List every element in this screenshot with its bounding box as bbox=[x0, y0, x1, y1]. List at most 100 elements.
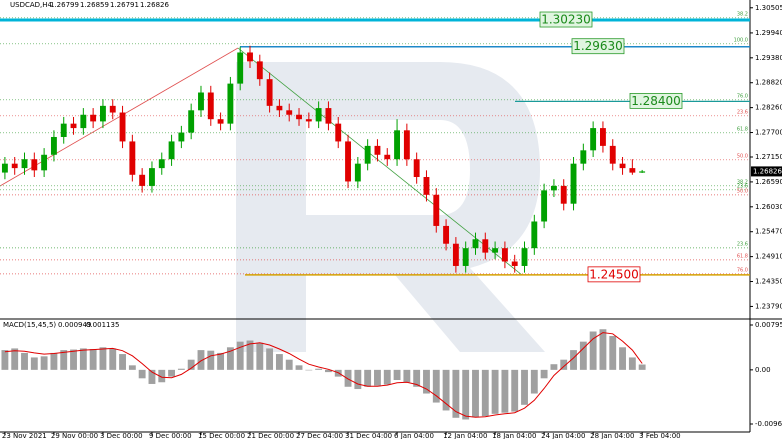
candle-body bbox=[41, 154, 48, 171]
candle-body bbox=[531, 221, 538, 249]
watermark bbox=[236, 62, 545, 352]
macd-bar bbox=[442, 369, 450, 411]
x-tick-label: 28 Jan 04:00 bbox=[590, 432, 634, 439]
x-tick-label: 31 Dec 04:00 bbox=[345, 432, 392, 439]
current-price-label: 1.26826 bbox=[753, 167, 782, 175]
candle-body bbox=[541, 190, 548, 222]
candle-body bbox=[247, 52, 253, 62]
candle-body bbox=[364, 145, 371, 164]
macd-bar bbox=[119, 354, 126, 370]
macd-bar bbox=[109, 348, 117, 370]
macd-bar bbox=[177, 368, 185, 370]
x-tick-label: 12 Jan 04:00 bbox=[443, 432, 487, 439]
candle-body bbox=[315, 108, 322, 122]
macd-bar bbox=[511, 369, 519, 412]
x-tick-label: 9 Dec 00:00 bbox=[149, 432, 192, 439]
macd-bar bbox=[70, 349, 77, 370]
candle-body bbox=[374, 145, 381, 155]
candle-body bbox=[149, 168, 155, 186]
y-tick-label: 1.27700 bbox=[755, 129, 782, 137]
candle-body bbox=[227, 83, 234, 124]
candle-body bbox=[119, 112, 126, 142]
macd-bar bbox=[128, 365, 136, 370]
candle-body bbox=[560, 185, 567, 204]
macd-bar bbox=[325, 369, 332, 373]
macd-bar bbox=[246, 340, 254, 370]
macd-bar bbox=[256, 342, 264, 370]
candle-body bbox=[590, 128, 597, 151]
candle-body bbox=[266, 79, 273, 106]
level-label: 1.29630 bbox=[573, 39, 623, 53]
candle-body bbox=[90, 114, 97, 122]
candle-body bbox=[462, 248, 469, 266]
candle-body bbox=[639, 171, 646, 173]
macd-bar bbox=[207, 350, 215, 370]
level-label-box bbox=[629, 93, 683, 109]
macd-bar bbox=[540, 369, 548, 379]
candle-body bbox=[129, 141, 136, 175]
candle-body bbox=[619, 163, 626, 169]
candle-body bbox=[158, 159, 165, 169]
fib-label: 23.6 bbox=[737, 183, 748, 189]
level-label-box bbox=[539, 11, 593, 28]
level-label: 1.24500 bbox=[589, 267, 639, 281]
macd-bar bbox=[393, 369, 401, 381]
fib-label: 61.8 bbox=[737, 126, 748, 132]
candle-body bbox=[354, 163, 361, 182]
candle-body bbox=[482, 239, 489, 253]
candle-body bbox=[492, 248, 499, 253]
candle-body bbox=[188, 110, 195, 133]
x-tick-label: 6 Jan 04:00 bbox=[394, 432, 434, 439]
fib-label: 100.0 bbox=[734, 37, 748, 43]
y-tick-label: 1.28820 bbox=[755, 79, 782, 87]
macd-bar bbox=[266, 348, 274, 370]
y-tick-label: 1.25470 bbox=[755, 228, 782, 236]
macd-bar bbox=[521, 369, 528, 405]
macd-bar bbox=[638, 364, 646, 370]
macd-bar bbox=[236, 341, 244, 370]
fib-label: 76.0 bbox=[737, 93, 748, 99]
level-label: 1.30230 bbox=[541, 13, 591, 27]
x-tick-label: 3 Feb 04:00 bbox=[639, 432, 680, 439]
y-tick-label: 0.00 bbox=[755, 366, 771, 374]
y-tick-label: 1.26030 bbox=[755, 203, 782, 211]
macd-bar bbox=[599, 329, 607, 370]
current-price-box bbox=[751, 166, 782, 177]
fib-label: 61.8 bbox=[737, 253, 748, 259]
macd-bar bbox=[60, 350, 68, 370]
candle-body bbox=[217, 119, 224, 124]
y-tick-label: 1.23790 bbox=[755, 302, 782, 310]
macd-bar bbox=[413, 369, 421, 387]
candle-body bbox=[335, 123, 342, 142]
candle-body bbox=[570, 163, 577, 204]
y-tick-label: 1.30505 bbox=[755, 4, 782, 12]
fib-label: 50.0 bbox=[737, 188, 748, 194]
candle-body bbox=[198, 92, 204, 111]
macd-bar bbox=[432, 369, 440, 403]
candle-body bbox=[511, 261, 518, 266]
macd-bar bbox=[570, 350, 577, 370]
macd-bar bbox=[619, 347, 626, 370]
macd-bar bbox=[40, 356, 48, 370]
candle-body bbox=[237, 52, 244, 84]
candle-body bbox=[50, 136, 57, 155]
macd-bar bbox=[305, 369, 313, 371]
macd-bar bbox=[148, 369, 156, 384]
candle-body bbox=[1, 163, 8, 173]
low-value: 1.26791 bbox=[110, 1, 139, 9]
symbol-title: USDCAD,H4 bbox=[10, 1, 53, 9]
candle-body bbox=[109, 105, 116, 113]
fib-label: 50.0 bbox=[737, 153, 748, 159]
candle-body bbox=[629, 168, 636, 173]
macd-title: MACD(15,45,5) bbox=[3, 321, 56, 329]
y-tick-label: 1.29940 bbox=[755, 29, 782, 37]
macd-histogram-value: 0.000949 bbox=[58, 321, 91, 329]
macd-bar bbox=[374, 369, 381, 386]
macd-bar bbox=[50, 352, 58, 370]
y-tick-label: 1.27150 bbox=[755, 153, 782, 161]
macd-bar bbox=[560, 359, 568, 370]
candle-body bbox=[256, 61, 263, 80]
candle-body bbox=[178, 132, 185, 142]
fib-label: 38.2 bbox=[737, 179, 748, 185]
